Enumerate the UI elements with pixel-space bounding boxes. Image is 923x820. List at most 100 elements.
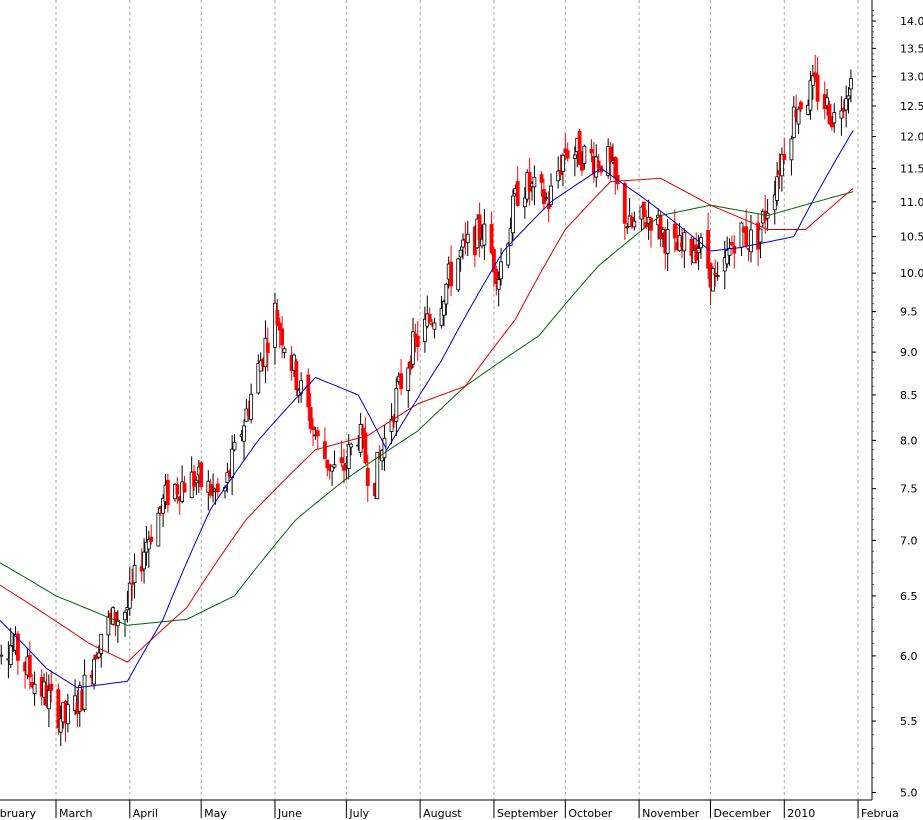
candle-body bbox=[499, 261, 503, 280]
candle-body bbox=[749, 229, 753, 253]
candle-body bbox=[827, 103, 832, 125]
y-tick-label: 10.5 bbox=[900, 231, 923, 244]
candle-body bbox=[413, 333, 418, 338]
candle-body bbox=[458, 249, 463, 258]
y-tick-label: 7.0 bbox=[900, 534, 918, 547]
candle-body bbox=[625, 226, 630, 229]
y-tick-label: 8.0 bbox=[900, 434, 918, 447]
candle-body bbox=[561, 154, 565, 172]
candle-body bbox=[208, 484, 213, 496]
candle-body bbox=[16, 633, 20, 661]
candle-body bbox=[496, 279, 501, 290]
candle-body bbox=[406, 367, 411, 391]
candle-body bbox=[492, 249, 496, 273]
candle-body bbox=[280, 328, 285, 346]
y-tick-label: 6.0 bbox=[900, 650, 918, 663]
candle-body bbox=[165, 479, 170, 506]
y-tick-label: 7.5 bbox=[900, 483, 918, 496]
candle-body bbox=[582, 145, 587, 165]
candle-body bbox=[399, 373, 404, 390]
candle-body bbox=[156, 512, 161, 547]
candle-body bbox=[682, 232, 687, 252]
candle-body bbox=[99, 633, 104, 654]
candle-body bbox=[149, 536, 154, 542]
candle-body bbox=[408, 360, 413, 370]
y-tick-label: 9.5 bbox=[900, 306, 918, 319]
candle-body bbox=[522, 197, 527, 208]
candle-body bbox=[772, 194, 777, 211]
candle-body bbox=[672, 223, 677, 239]
candle-body bbox=[127, 582, 132, 609]
candle-body bbox=[432, 322, 437, 330]
candle-body bbox=[161, 498, 166, 514]
candle-body bbox=[49, 683, 54, 691]
x-tick-label: September bbox=[497, 807, 558, 820]
candle-body bbox=[365, 467, 370, 486]
candle-body bbox=[332, 464, 337, 468]
x-tick-label: November bbox=[642, 807, 700, 820]
x-axis: ebruary March April May June July August Septem… bbox=[0, 800, 899, 820]
candle-body bbox=[115, 619, 120, 627]
candle-body bbox=[815, 74, 820, 102]
candle-body bbox=[225, 472, 230, 483]
x-tick-label: July bbox=[348, 807, 369, 820]
candle-body bbox=[665, 229, 670, 254]
candle-body bbox=[849, 78, 853, 90]
candle-body bbox=[308, 407, 313, 429]
candle-body bbox=[32, 683, 37, 694]
candle-body bbox=[192, 471, 196, 487]
x-tick-label: May bbox=[204, 807, 227, 820]
candle-body bbox=[556, 170, 561, 182]
candle-body bbox=[558, 169, 563, 175]
candle-body bbox=[511, 195, 515, 234]
candle-body bbox=[361, 427, 365, 436]
candle-body bbox=[730, 242, 734, 246]
candle-body bbox=[608, 146, 613, 163]
candle-body bbox=[232, 441, 237, 451]
candle-body bbox=[449, 261, 453, 287]
candle-body bbox=[589, 149, 594, 154]
candle-body bbox=[577, 130, 582, 165]
candle-body bbox=[782, 153, 787, 160]
candle-body bbox=[275, 310, 280, 326]
candle-body bbox=[182, 482, 187, 493]
candle-body bbox=[565, 150, 570, 159]
candle-body bbox=[8, 644, 13, 665]
candle-body bbox=[661, 229, 665, 234]
y-tick-label: 9.0 bbox=[900, 346, 918, 359]
candle-body bbox=[796, 108, 801, 125]
x-tick-label: August bbox=[423, 807, 462, 820]
ma-fast-line bbox=[0, 130, 854, 689]
candle-body bbox=[758, 228, 763, 243]
candle-body bbox=[489, 224, 494, 254]
candle-body bbox=[342, 465, 346, 471]
candle-body bbox=[311, 426, 315, 431]
candle-body bbox=[542, 189, 546, 205]
candle-body bbox=[789, 138, 794, 161]
candle-body bbox=[515, 181, 520, 206]
candle-body bbox=[632, 220, 637, 228]
candle-body bbox=[230, 448, 235, 479]
candle-body bbox=[482, 223, 487, 246]
candle-body bbox=[123, 611, 127, 621]
candle-body bbox=[580, 159, 584, 171]
candle-body bbox=[846, 95, 851, 100]
y-tick-label: 6.5 bbox=[900, 590, 918, 603]
y-tick-label: 10.0 bbox=[900, 267, 923, 280]
candle-body bbox=[194, 480, 199, 484]
candle-body bbox=[477, 214, 482, 241]
candle-body bbox=[744, 226, 749, 246]
candle-body bbox=[323, 441, 327, 459]
y-tick-label: 8.5 bbox=[900, 389, 918, 402]
candle-body bbox=[125, 607, 130, 611]
candle-body bbox=[130, 582, 135, 585]
candle-body bbox=[256, 363, 261, 394]
candle-body bbox=[532, 176, 537, 188]
candle-body bbox=[242, 425, 246, 442]
candle-body bbox=[808, 80, 813, 111]
candle-body bbox=[825, 97, 830, 107]
candle-body bbox=[775, 176, 780, 201]
y-axis: 5.0 5.5 6.0 6.5 7.0 7.5 8.0 8.5 9.0 9.5 10.0 10.5 11… bbox=[872, 10, 923, 799]
candle-body bbox=[713, 272, 718, 275]
